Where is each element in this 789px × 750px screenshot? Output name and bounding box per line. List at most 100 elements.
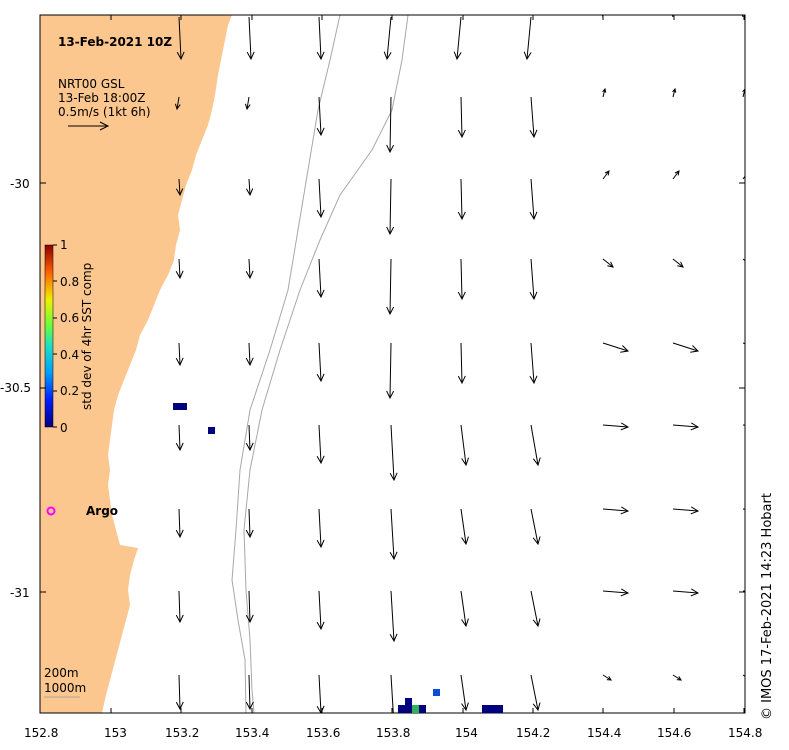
current-vector-arrowhead-icon	[607, 261, 614, 268]
colorbar-ticks	[53, 244, 57, 428]
current-vector-arrow-icon	[460, 96, 463, 138]
current-vector-arrowhead-icon	[676, 676, 682, 681]
current-vector-arrowhead-icon	[672, 87, 677, 93]
current-vector-arrow-icon	[672, 258, 684, 268]
current-vector-arrowhead-icon	[457, 291, 466, 301]
current-vector-arrow-icon	[248, 674, 251, 710]
x-tick-154.2: 154.2	[516, 726, 550, 740]
x-tick-153: 153	[104, 726, 127, 740]
current-vector-arrow-icon	[672, 508, 699, 512]
x-axis-ticks	[39, 15, 745, 713]
current-vector-arrow-icon	[530, 674, 539, 711]
current-vector-arrow-icon	[389, 178, 392, 235]
current-vector-arrowhead-icon	[747, 262, 753, 267]
current-vector-arrow-icon	[178, 508, 181, 538]
legend-line-2: 13-Feb 18:00Z	[58, 91, 145, 105]
current-vector-arrow-icon	[456, 16, 462, 60]
current-vector-arrowhead-icon	[386, 306, 395, 316]
current-vector-arrowhead-icon	[529, 291, 538, 301]
current-vector-arrow-icon	[602, 674, 612, 681]
current-vector-arrow-icon	[318, 96, 322, 136]
current-vector-arrow-icon	[602, 88, 606, 98]
current-vector-arrow-icon	[460, 342, 463, 384]
current-vector-arrow-icon	[530, 342, 535, 384]
current-vector-arrowhead-icon	[738, 5, 743, 11]
current-vector-arrowhead-icon	[316, 209, 325, 219]
legend-line-3: 0.5m/s (1kt 6h)	[58, 105, 151, 119]
current-vector-arrow-icon	[178, 424, 181, 451]
current-vector-arrow-icon	[390, 590, 395, 642]
current-vector-arrowhead-icon	[175, 357, 184, 367]
current-vector-arrow-icon	[178, 590, 181, 623]
current-vector-arrowhead-icon	[529, 129, 538, 139]
current-vector-arrow-icon	[248, 424, 251, 451]
y-tick--31: -31	[10, 586, 30, 600]
current-vector-arrow-icon	[526, 16, 532, 60]
current-vector-arrow-icon	[742, 88, 745, 98]
current-vector-arrowhead-icon	[316, 127, 325, 137]
current-vector-arrowhead-icon	[176, 51, 185, 61]
x-tick-152.8: 152.8	[24, 726, 58, 740]
current-vector-arrowhead-icon	[760, 346, 768, 353]
colorbar-tick-1: 1	[60, 238, 68, 252]
current-vector-arrowhead-icon	[316, 373, 325, 383]
current-vector-arrow-icon	[178, 258, 181, 279]
current-vector-arrow-icon	[602, 424, 629, 428]
current-vector-arrowhead-icon	[690, 422, 700, 431]
current-vector-arrow-icon	[460, 178, 463, 220]
current-vector-arrowhead-icon	[602, 87, 607, 93]
current-vector-arrowhead-icon	[529, 375, 538, 385]
map-title: 13-Feb-2021 10Z	[58, 35, 172, 49]
current-vector-arrow-icon	[248, 508, 251, 538]
current-vector-arrow-icon	[460, 674, 467, 711]
colorbar-tick-0.4: 0.4	[60, 348, 79, 362]
x-tick-154: 154	[455, 726, 478, 740]
current-vector-arrowhead-icon	[747, 676, 751, 680]
current-vector-arrowhead-icon	[532, 702, 541, 712]
current-vector-arrow-icon	[530, 424, 539, 466]
colorbar-label: std dev of 4hr SST comp	[80, 263, 94, 410]
current-vector-arrow-icon	[389, 342, 392, 399]
current-vector-arrow-icon	[386, 16, 392, 60]
current-vector-arrowhead-icon	[668, 5, 673, 11]
current-vector-arrowhead-icon	[453, 51, 462, 61]
current-vector-arrowhead-icon	[245, 188, 254, 197]
legend-line-1: NRT00 GSL	[58, 77, 125, 91]
current-vector-arrowhead-icon	[386, 226, 395, 236]
current-vector-arrowhead-icon	[386, 144, 395, 154]
scale-arrow-icon	[68, 121, 110, 131]
current-vector-arrow-icon	[602, 342, 629, 352]
current-vector-arrow-icon	[390, 424, 395, 481]
current-vector-arrow-icon	[530, 258, 535, 300]
current-vector-arrowhead-icon	[175, 270, 184, 280]
current-vector-arrowhead-icon	[457, 375, 466, 385]
current-vector-arrowhead-icon	[532, 618, 541, 628]
y-axis-ticks	[40, 182, 745, 593]
current-vector-arrowhead-icon	[389, 551, 398, 561]
current-vector-arrow-icon	[389, 258, 392, 315]
current-vector-arrowhead-icon	[175, 614, 184, 624]
colorbar	[44, 244, 54, 428]
current-vector-arrow-icon	[248, 590, 251, 623]
current-vector-arrowhead-icon	[245, 270, 254, 280]
current-vector-arrow-icon	[460, 258, 463, 300]
current-vector-arrowhead-icon	[244, 103, 251, 111]
current-vector-arrowhead-icon	[461, 618, 469, 628]
current-vector-arrow-icon	[742, 258, 745, 262]
current-vector-arrowhead-icon	[175, 442, 184, 452]
x-tick-154.8: 154.8	[728, 726, 762, 740]
current-vector-arrow-icon	[318, 178, 322, 218]
current-vector-arrow-icon	[602, 170, 610, 180]
current-vector-arrowhead-icon	[175, 188, 184, 197]
current-vector-arrowhead-icon	[245, 529, 254, 539]
x-tick-153.8: 153.8	[376, 726, 410, 740]
current-vector-arrow-icon	[602, 258, 614, 268]
current-vector-arrowhead-icon	[620, 506, 630, 515]
current-vector-arrow-icon	[178, 342, 181, 366]
current-vector-arrowhead-icon	[690, 588, 700, 597]
current-vector-arrow-icon	[530, 590, 539, 627]
current-vector-arrowhead-icon	[461, 702, 469, 712]
current-vector-arrowhead-icon	[245, 442, 254, 452]
y-tick--30: -30	[10, 177, 30, 191]
current-vector-arrowhead-icon	[674, 170, 680, 176]
